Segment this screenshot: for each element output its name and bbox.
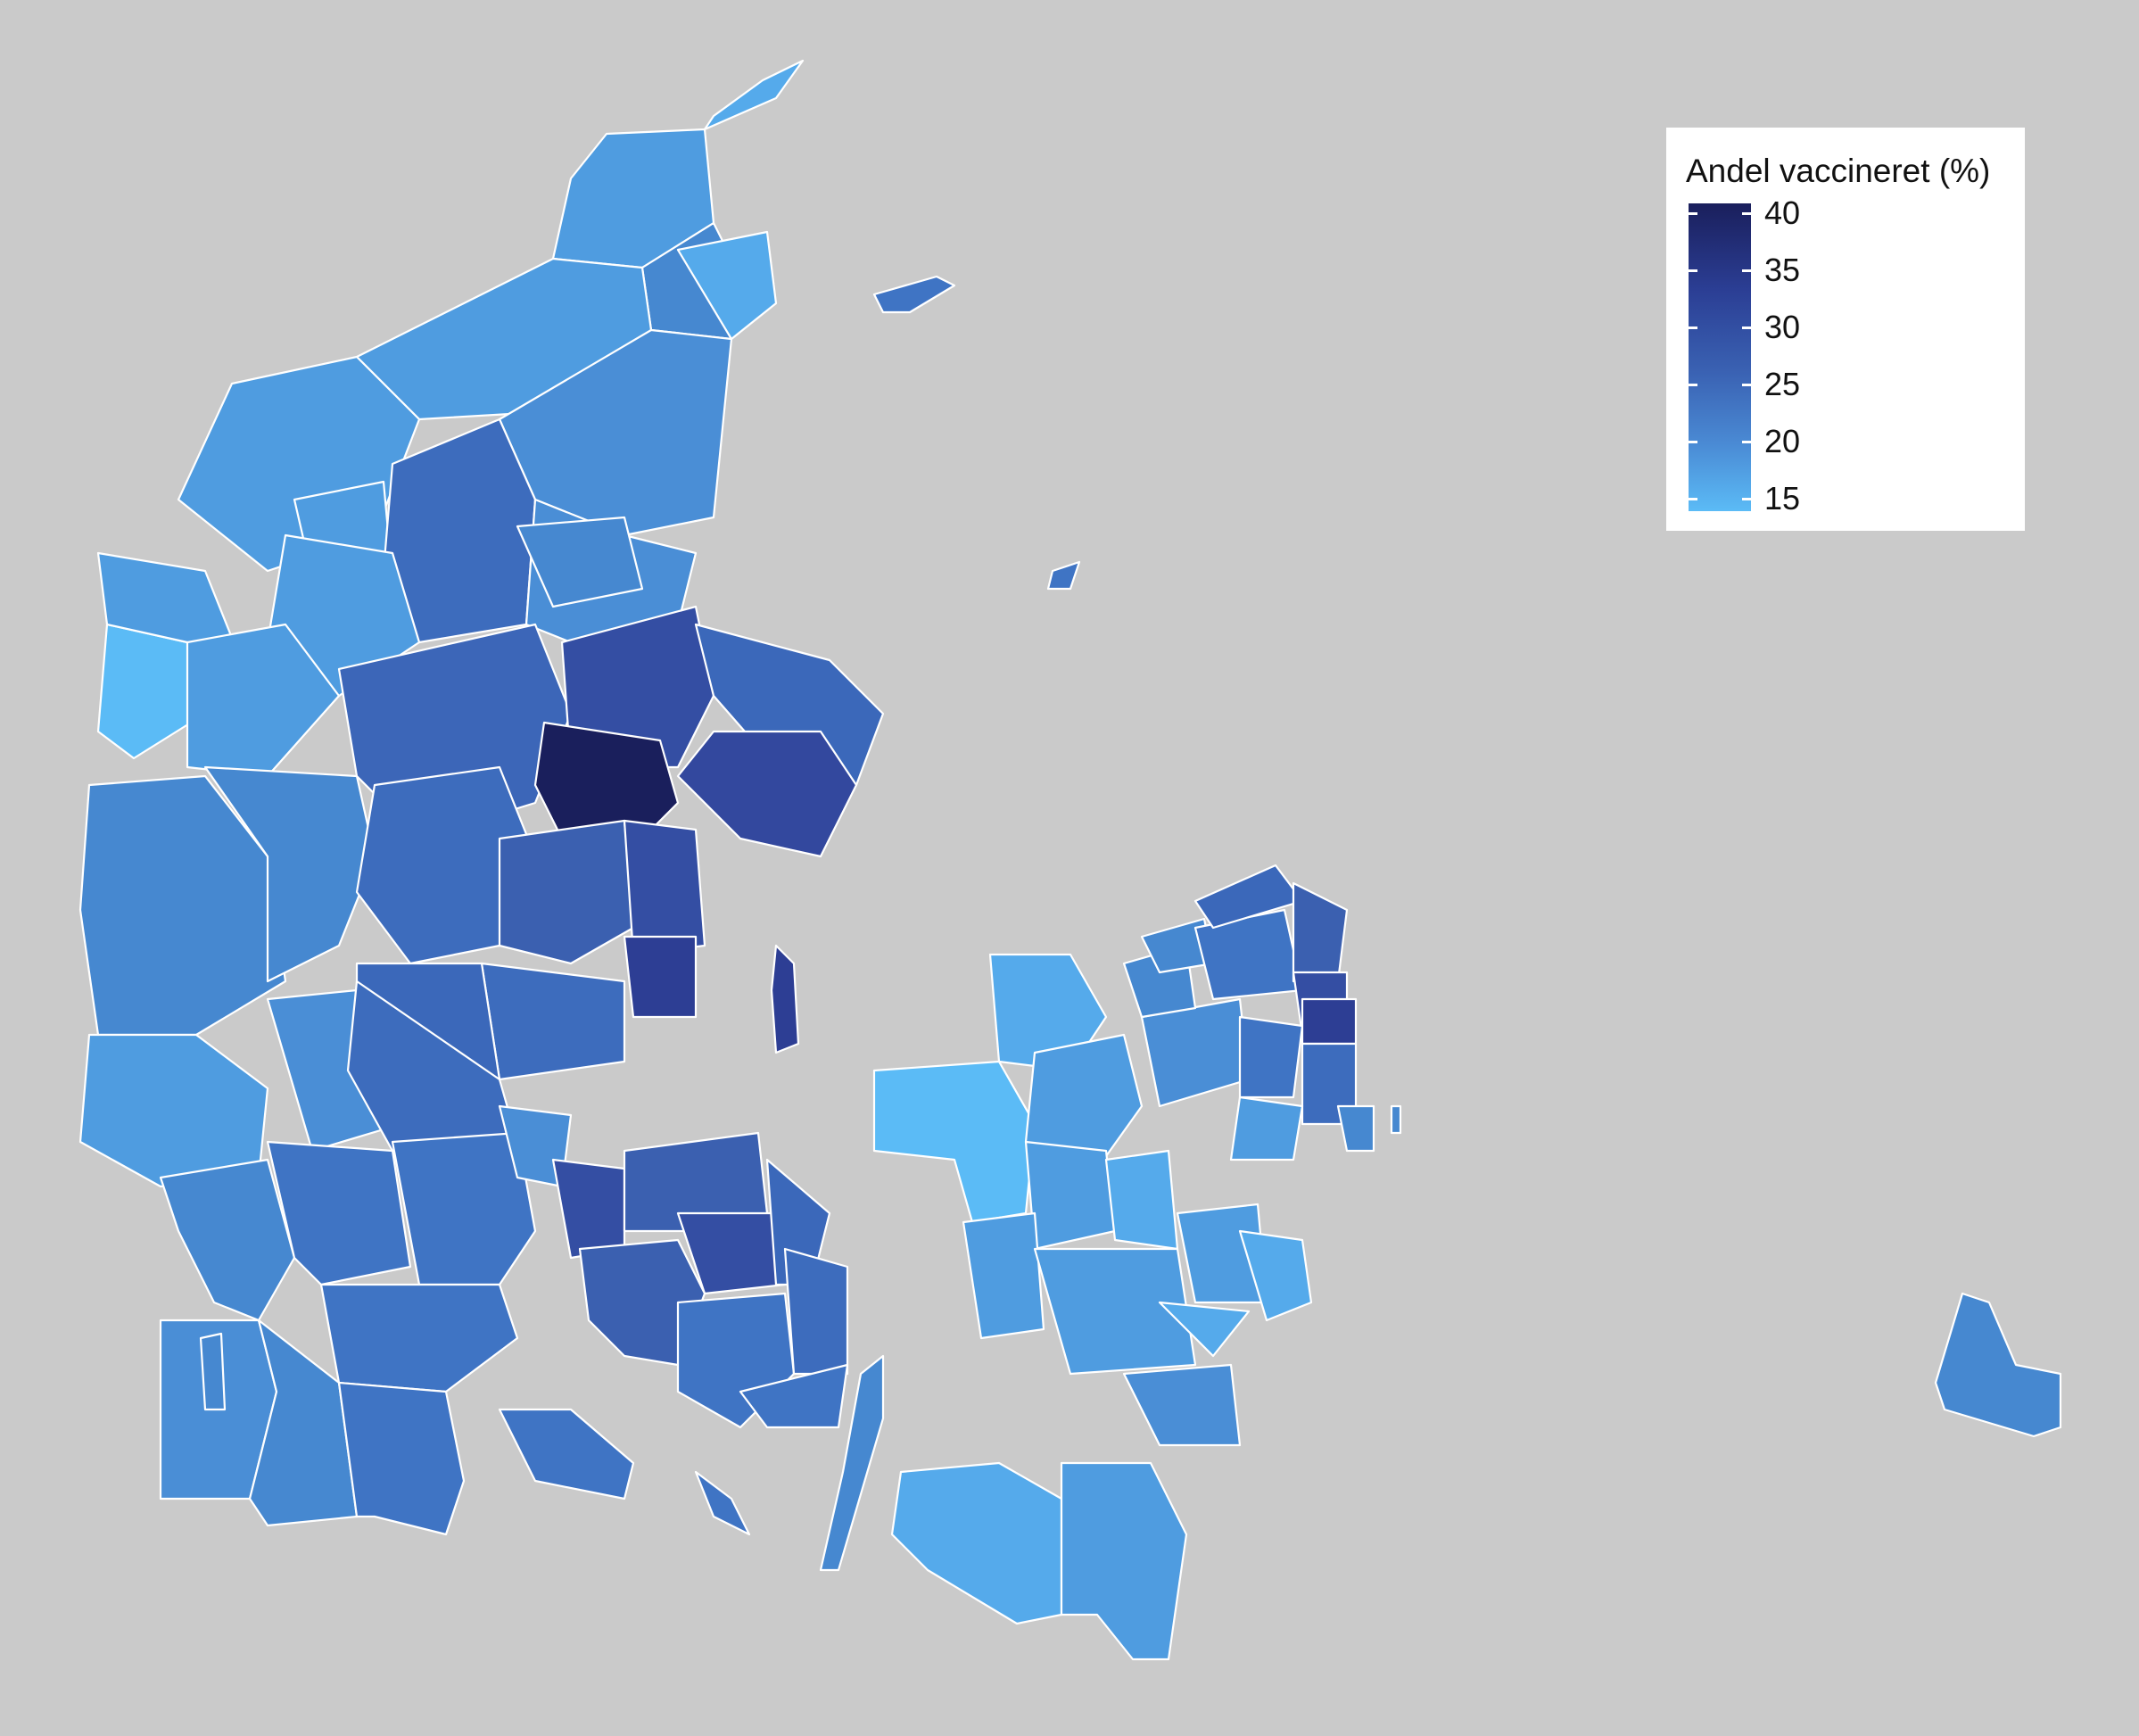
jutland-region xyxy=(78,59,885,1536)
legend-tick xyxy=(1742,498,1751,500)
legend-tick xyxy=(1689,498,1697,500)
municipality-holstebro[interactable] xyxy=(186,623,341,778)
legend-label-20: 20 xyxy=(1764,423,1801,459)
municipality-middelfart[interactable] xyxy=(551,1158,626,1260)
legend-tick xyxy=(1742,441,1751,443)
legend-colorbar xyxy=(1689,203,1751,511)
legend-title: Andel vaccineret (%) xyxy=(1686,153,1991,189)
municipality-hedensted[interactable] xyxy=(480,962,626,1081)
zealand-region xyxy=(872,864,1402,1447)
legend-label-15: 15 xyxy=(1764,480,1801,517)
legend-tick xyxy=(1742,384,1751,386)
municipality-haderslev[interactable] xyxy=(319,1283,519,1393)
outlying-islands xyxy=(872,275,2062,1438)
municipality-naestved[interactable] xyxy=(1033,1247,1197,1376)
municipality-slagelse[interactable] xyxy=(962,1211,1045,1340)
legend-tick xyxy=(1689,212,1697,215)
legend-label-35: 35 xyxy=(1764,252,1801,288)
municipality-aeroe[interactable] xyxy=(694,1470,751,1536)
municipality-langeland[interactable] xyxy=(819,1354,885,1572)
municipality-bornholm[interactable] xyxy=(1934,1292,2062,1438)
legend-label-40: 40 xyxy=(1764,194,1801,231)
municipality-saeby[interactable] xyxy=(676,230,778,341)
municipality-ringkoebing-skjern[interactable] xyxy=(78,774,287,1037)
municipality-kalundborg[interactable] xyxy=(872,1060,1036,1224)
municipality-stevns[interactable] xyxy=(1238,1229,1313,1322)
legend-tick xyxy=(1689,327,1697,329)
municipality-vejen[interactable] xyxy=(266,1140,412,1286)
funen-region xyxy=(551,944,885,1572)
legend-tick xyxy=(1742,269,1751,272)
municipality-samsoe[interactable] xyxy=(770,944,800,1054)
municipality-greve[interactable] xyxy=(1229,1095,1304,1161)
municipality-dragoer[interactable] xyxy=(1336,1104,1375,1153)
legend-tick xyxy=(1742,327,1751,329)
municipality-vordingborg[interactable] xyxy=(1122,1363,1242,1447)
municipality-skanderborg[interactable] xyxy=(498,819,635,965)
legend: Andel vaccineret (%) 40 35 30 25 20 15 xyxy=(1666,128,2025,531)
municipality-soroe[interactable] xyxy=(1024,1140,1117,1251)
municipality-laesoe[interactable] xyxy=(872,275,956,314)
legend-label-30: 30 xyxy=(1764,309,1801,345)
municipality-copenhagen-north[interactable] xyxy=(1301,997,1358,1046)
southern-islands-region xyxy=(890,1461,1188,1661)
legend-label-25: 25 xyxy=(1764,366,1801,402)
municipality-odder[interactable] xyxy=(623,935,698,1019)
legend-tick xyxy=(1689,441,1697,443)
municipality-kolding[interactable] xyxy=(391,1131,537,1286)
municipality-aarhus[interactable] xyxy=(623,819,706,956)
municipality-svendborg[interactable] xyxy=(739,1363,849,1429)
legend-tick xyxy=(1742,212,1751,215)
municipality-soenderborg[interactable] xyxy=(337,1381,466,1536)
municipality-esbjerg[interactable] xyxy=(159,1158,296,1322)
municipality-fanoe[interactable] xyxy=(199,1332,227,1411)
municipality-guldborgsund[interactable] xyxy=(1060,1461,1188,1661)
legend-tick xyxy=(1689,269,1697,272)
municipality-lolland[interactable] xyxy=(890,1461,1063,1625)
municipality-ballerup[interactable] xyxy=(1238,1015,1304,1099)
municipality-faxe[interactable] xyxy=(1158,1301,1251,1358)
municipality-als[interactable] xyxy=(498,1408,635,1500)
municipality-ringsted[interactable] xyxy=(1104,1149,1179,1251)
municipality-syddjurs[interactable] xyxy=(676,730,858,858)
municipality-anholt[interactable] xyxy=(1046,560,1081,591)
municipality-nyborg[interactable] xyxy=(783,1247,849,1376)
municipality-holbaek[interactable] xyxy=(1024,1033,1144,1170)
municipality-rebild[interactable] xyxy=(516,516,644,608)
municipality-frederikshavn[interactable] xyxy=(703,59,805,131)
municipality-herning[interactable] xyxy=(203,765,376,983)
municipality-saltholm[interactable] xyxy=(1390,1104,1402,1135)
legend-tick xyxy=(1689,384,1697,386)
municipality-favrskov[interactable] xyxy=(533,721,680,840)
municipality-helsingoer[interactable] xyxy=(1292,881,1349,983)
